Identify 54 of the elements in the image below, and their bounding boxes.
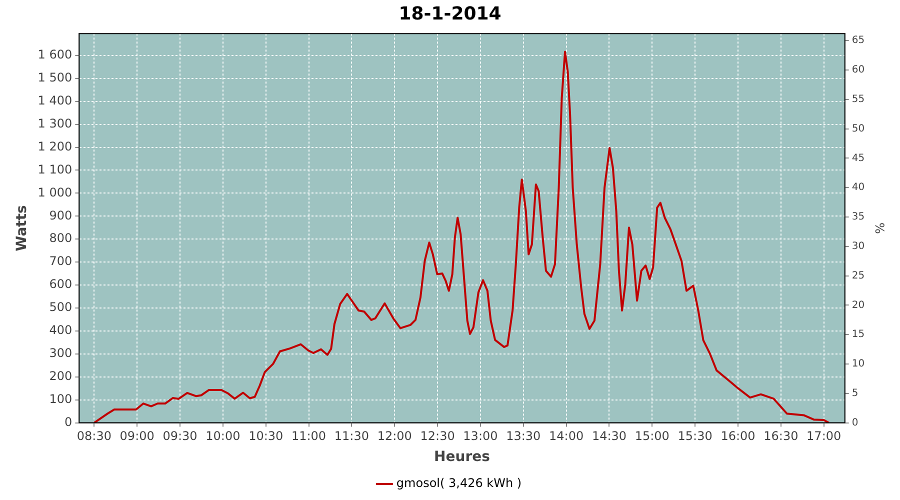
legend-label: gmosol( 3,426 kWh ) xyxy=(396,476,522,490)
x-tick-label: 12:30 xyxy=(420,429,455,444)
y2-tick-label: 65 xyxy=(852,35,865,46)
y-tick-label: 0 xyxy=(64,414,72,429)
y2-tick-label: 10 xyxy=(852,358,865,370)
y2-tick-label: 55 xyxy=(852,94,865,106)
y2-tick-label: 0 xyxy=(852,417,858,428)
y2-tick-label: 35 xyxy=(852,212,865,223)
x-tick-label: 11:30 xyxy=(334,429,370,444)
y2-tick-label: 40 xyxy=(852,182,865,194)
x-tick-label: 16:30 xyxy=(764,429,798,444)
y-tick-label: 600 xyxy=(49,277,72,292)
y-tick-label: 1 300 xyxy=(38,116,72,130)
x-tick-label: 15:00 xyxy=(634,429,670,444)
x-tick-label: 08:30 xyxy=(76,429,112,444)
x-tick-label: 10:00 xyxy=(206,429,240,444)
y-tick-label: 1 500 xyxy=(38,70,72,84)
y2-tick-label: 30 xyxy=(852,241,865,252)
y-tick-label: 700 xyxy=(49,254,72,268)
x-tick-label: 10:30 xyxy=(248,429,284,444)
x-tick-label: 15:30 xyxy=(678,429,712,444)
y-tick-label: 1 400 xyxy=(38,93,72,108)
y-tick-label: 1 200 xyxy=(38,139,72,154)
y2-tick-label: 50 xyxy=(852,123,865,134)
chart-title: 18-1-2014 xyxy=(398,3,502,24)
y-tick-label: 800 xyxy=(49,231,72,246)
y-tick-label: 200 xyxy=(49,369,72,383)
x-tick-label: 17:00 xyxy=(806,429,842,444)
x-axis-title: Heures xyxy=(434,449,490,466)
y-tick-label: 1 100 xyxy=(38,162,72,176)
y-axis-title: Watts xyxy=(14,205,30,252)
y2-axis-title: % xyxy=(872,222,887,234)
y-tick-label: 300 xyxy=(49,346,72,360)
y-tick-label: 1 600 xyxy=(38,48,72,62)
y2-tick-label: 15 xyxy=(852,329,865,340)
y-tick-label: 900 xyxy=(49,208,72,222)
y2-tick-label: 25 xyxy=(852,270,865,282)
x-tick-label: 12:00 xyxy=(377,429,412,444)
y-tick-label: 500 xyxy=(49,300,72,314)
x-tick-label: 09:30 xyxy=(162,429,198,444)
y2-tick-label: 60 xyxy=(852,64,865,76)
y2-tick-label: 20 xyxy=(852,300,865,311)
y2-tick-label: 45 xyxy=(852,152,865,164)
y-tick-label: 1 000 xyxy=(38,185,72,200)
y2-tick-label: 5 xyxy=(852,388,858,399)
x-tick-label: 11:00 xyxy=(291,429,326,444)
x-tick-label: 14:30 xyxy=(592,429,627,444)
x-tick-label: 13:00 xyxy=(463,429,498,444)
x-tick-label: 13:30 xyxy=(506,429,541,444)
x-tick-label: 16:00 xyxy=(720,429,756,444)
y-tick-label: 400 xyxy=(49,323,72,338)
x-tick-label: 09:00 xyxy=(120,429,154,444)
y-tick-label: 100 xyxy=(49,392,72,406)
x-tick-label: 14:00 xyxy=(549,429,584,444)
